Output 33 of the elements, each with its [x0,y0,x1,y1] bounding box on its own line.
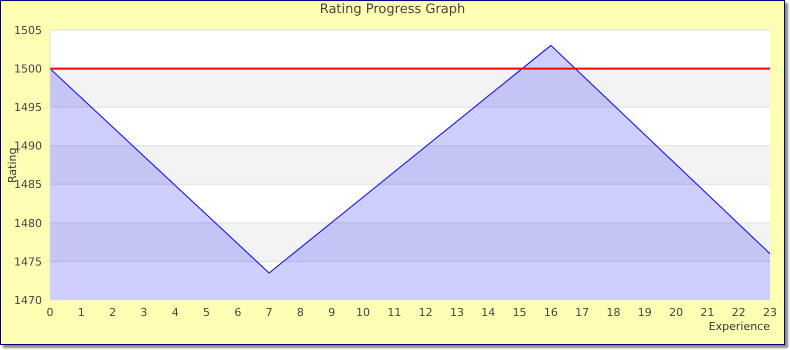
x-tick-label: 13 [450,306,464,319]
x-tick-label: 7 [266,306,273,319]
x-tick-label: 20 [669,306,684,319]
x-tick-label: 6 [234,306,242,319]
x-tick-label: 23 [763,306,777,319]
x-tick-label: 14 [481,306,496,319]
y-tick-label: 1495 [14,101,42,114]
x-tick-label: 2 [109,306,116,319]
x-tick-label: 22 [732,306,746,319]
x-axis-title: Experience [708,320,770,333]
x-tick-label: 4 [172,306,179,319]
x-tick-label: 1 [78,306,85,319]
x-tick-label: 0 [46,306,54,319]
x-tick-label: 3 [140,306,148,319]
x-tick-label: 21 [700,306,714,319]
y-tick-label: 1500 [14,62,42,76]
x-tick-label: 12 [418,306,433,319]
x-tick-label: 16 [544,306,558,319]
x-tick-label: 15 [512,306,527,319]
y-tick-label: 1505 [14,24,42,37]
y-tick-label: 1485 [14,178,42,192]
x-tick-label: 11 [387,306,402,319]
y-tick-label: 1475 [14,255,42,268]
y-tick-label: 1480 [14,216,42,230]
x-tick-label: 18 [606,306,620,319]
x-tick-label: 9 [328,306,336,319]
x-tick-label: 19 [638,306,652,319]
chart-title: Rating Progress Graph [318,2,466,17]
x-tick-label: 5 [203,306,210,319]
x-tick-label: 17 [575,306,590,319]
y-tick-label: 1470 [14,294,42,307]
x-tick-label: 10 [356,306,370,319]
x-tick-label: 8 [296,306,304,319]
